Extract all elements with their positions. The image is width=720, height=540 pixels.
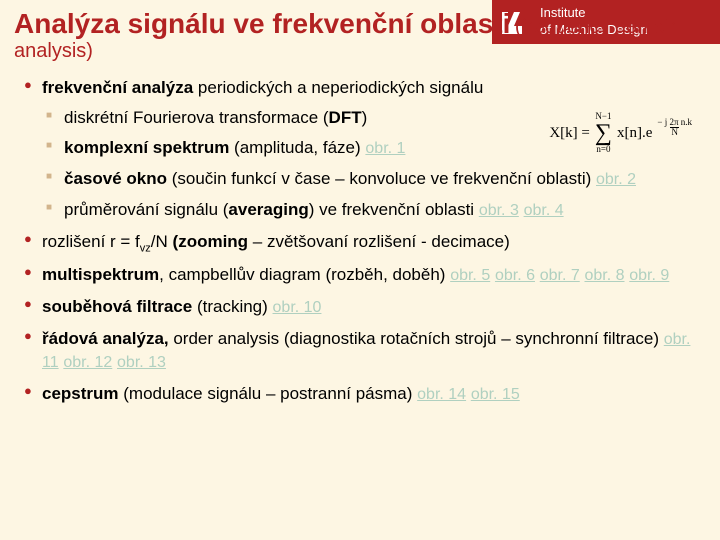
header: Analýza signálu ve frekvenční oblasti (f… [0, 0, 720, 67]
item-multispektrum: multispektrum, campbellův diagram (rozbě… [20, 264, 700, 287]
item-spectrum: komplexní spektrum (amplituda, fáze) obr… [42, 137, 700, 160]
item-freq-analysis: frekvenční analýza periodických a neperi… [20, 77, 700, 222]
link-obr7[interactable]: obr. 7 [540, 267, 580, 284]
item-window: časové okno (součin funkcí v čase – konv… [42, 168, 700, 191]
link-obr13[interactable]: obr. 13 [117, 354, 166, 371]
link-obr3[interactable]: obr. 3 [479, 202, 519, 219]
item-zooming: rozlišení r = fvz/N (zooming – zvětšovan… [20, 231, 700, 256]
link-obr6[interactable]: obr. 6 [495, 267, 535, 284]
item-order-analysis: řádová analýza, order analysis (diagnost… [20, 328, 700, 374]
content: frekvenční analýza periodických a neperi… [0, 67, 720, 405]
link-obr15[interactable]: obr. 15 [471, 386, 520, 403]
item-averaging: průměrování signálu (averaging) ve frekv… [42, 199, 700, 222]
item-dft: diskrétní Fourierova transformace (DFT) [42, 107, 700, 129]
title-main: Analýza signálu ve frekvenční oblasti [14, 8, 510, 39]
link-obr5[interactable]: obr. 5 [450, 267, 490, 284]
list-level2: diskrétní Fourierova transformace (DFT) … [42, 107, 700, 221]
link-obr2[interactable]: obr. 2 [596, 171, 636, 188]
link-obr10[interactable]: obr. 10 [273, 299, 322, 316]
link-obr4[interactable]: obr. 4 [524, 202, 564, 219]
item-tracking: souběhová filtrace (tracking) obr. 10 [20, 296, 700, 319]
link-obr9[interactable]: obr. 9 [629, 267, 669, 284]
link-obr12[interactable]: obr. 12 [63, 354, 112, 371]
link-obr14[interactable]: obr. 14 [417, 386, 466, 403]
link-obr8[interactable]: obr. 8 [584, 267, 624, 284]
list-level1: frekvenční analýza periodických a neperi… [20, 77, 700, 405]
link-obr1[interactable]: obr. 1 [365, 140, 405, 157]
item-cepstrum: cepstrum (modulace signálu – postranní p… [20, 383, 700, 406]
